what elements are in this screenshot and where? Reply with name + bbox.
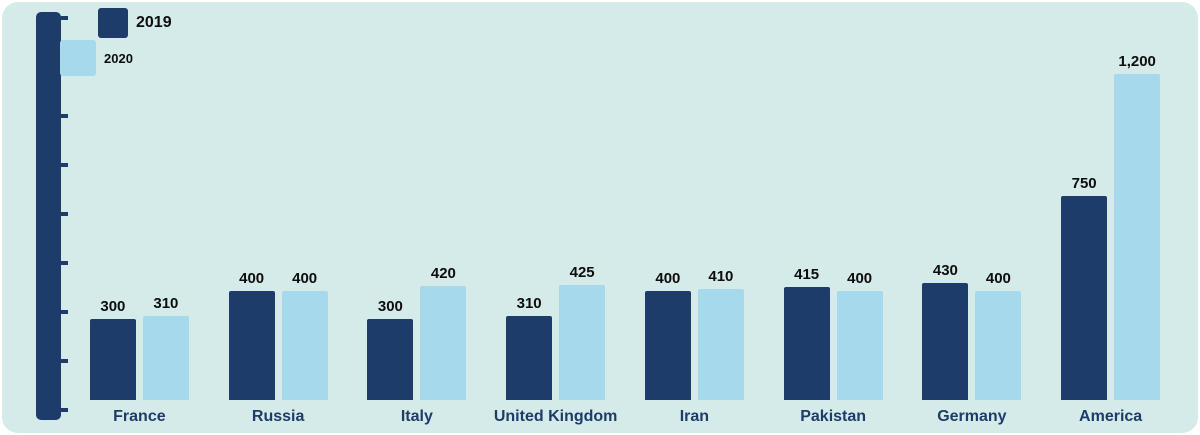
bar: 400 (281, 270, 328, 400)
legend-swatch (60, 40, 96, 76)
bar: 410 (697, 268, 744, 400)
bar-value-label: 410 (708, 268, 734, 285)
bar: 310 (142, 295, 189, 400)
category-label: Iran (679, 408, 710, 425)
category-label: Russia (251, 408, 305, 425)
y-axis-tick (61, 16, 68, 20)
category-label: Pakistan (800, 408, 867, 425)
legend: 2019 2020 (60, 8, 172, 76)
y-axis-tick (61, 163, 68, 167)
bar-value-label: 1,200 (1118, 53, 1156, 70)
y-axis (36, 12, 61, 420)
bar-value-label: 420 (430, 265, 456, 282)
bar: 1,200 (1114, 53, 1161, 400)
bar: 400 (644, 270, 691, 400)
bar: 400 (228, 270, 275, 400)
y-axis-tick (61, 359, 68, 363)
bar-group: 415 400 Pakistan (764, 266, 903, 425)
bar-value-label: 430 (932, 262, 958, 279)
bar-value-label: 300 (100, 298, 126, 315)
bar-group: 430 400 Germany (903, 262, 1042, 425)
bar: 425 (559, 264, 606, 400)
bar-group: 300 310 France (70, 295, 209, 425)
bar-value-label: 400 (847, 270, 873, 287)
bar-value-label: 310 (153, 295, 179, 312)
bar-value-label: 300 (377, 298, 403, 315)
bar: 430 (922, 262, 969, 400)
bar-group: 400 410 Iran (625, 268, 764, 425)
bar-group: 400 400 Russia (209, 270, 348, 425)
bar: 400 (975, 270, 1022, 400)
bar-value-label: 400 (985, 270, 1011, 287)
bar-group: 300 420 Italy (348, 265, 487, 425)
y-axis-tick (61, 408, 68, 412)
legend-label: 2020 (104, 50, 133, 66)
legend-swatch (98, 8, 128, 38)
plot-area: 300 310 France 400 400 Russia 300 420 Italy 310 42… (70, 20, 1180, 425)
bar-value-label: 400 (655, 270, 681, 287)
bar-value-label: 425 (569, 264, 595, 281)
bar-value-label: 400 (292, 270, 318, 287)
bar: 300 (89, 298, 136, 400)
category-label: Germany (937, 408, 1007, 425)
legend-item: 2020 (60, 40, 172, 76)
bar: 300 (367, 298, 414, 400)
bar-value-label: 415 (794, 266, 820, 283)
bar-value-label: 310 (516, 295, 542, 312)
category-label: United Kingdom (493, 408, 618, 425)
bar: 310 (506, 295, 553, 400)
bar: 750 (1061, 175, 1108, 400)
y-axis-tick (61, 114, 68, 118)
bar-value-label: 400 (239, 270, 265, 287)
category-label: America (1079, 408, 1143, 425)
bar: 415 (783, 266, 830, 400)
category-label: Italy (400, 408, 433, 425)
bar-value-label: 750 (1071, 175, 1097, 192)
bar: 400 (836, 270, 883, 400)
bar-group: 310 425 United Kingdom (486, 264, 625, 425)
y-axis-tick (61, 212, 68, 216)
legend-label: 2019 (136, 14, 172, 31)
bar-group: 750 1,200 America (1041, 53, 1180, 425)
legend-item: 2019 (98, 8, 172, 38)
y-axis-tick (61, 310, 68, 314)
y-axis-tick (61, 261, 68, 265)
category-label: France (113, 408, 166, 425)
bar: 420 (420, 265, 467, 400)
